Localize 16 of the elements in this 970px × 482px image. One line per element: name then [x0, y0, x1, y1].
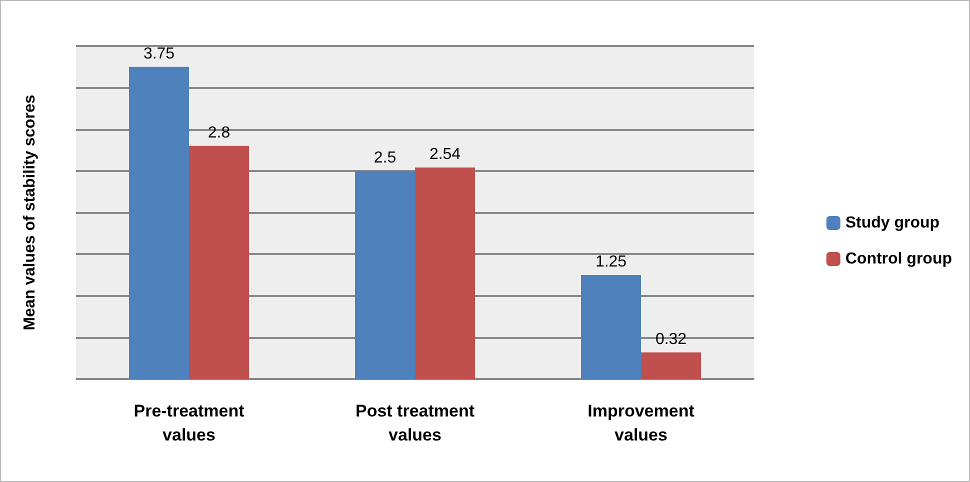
data-label: 2.5: [374, 149, 396, 166]
data-label: 1.25: [595, 253, 627, 270]
bar: [581, 274, 641, 379]
bar: [415, 168, 475, 379]
bar: [355, 170, 415, 379]
x-tick-label: Post treatment values: [355, 402, 475, 444]
bar: [189, 146, 249, 379]
legend-label: Control group: [845, 250, 952, 268]
bar: [129, 66, 189, 379]
legend-label: Study group: [845, 214, 940, 232]
data-label: 2.54: [429, 146, 461, 164]
data-label: 3.75: [143, 45, 175, 62]
x-tick-label: Pre-treatment values: [134, 402, 245, 444]
x-tick-label: Improvement values: [588, 402, 695, 444]
bar: [641, 352, 701, 379]
y-axis-title: Mean values of stability scores: [22, 94, 38, 330]
